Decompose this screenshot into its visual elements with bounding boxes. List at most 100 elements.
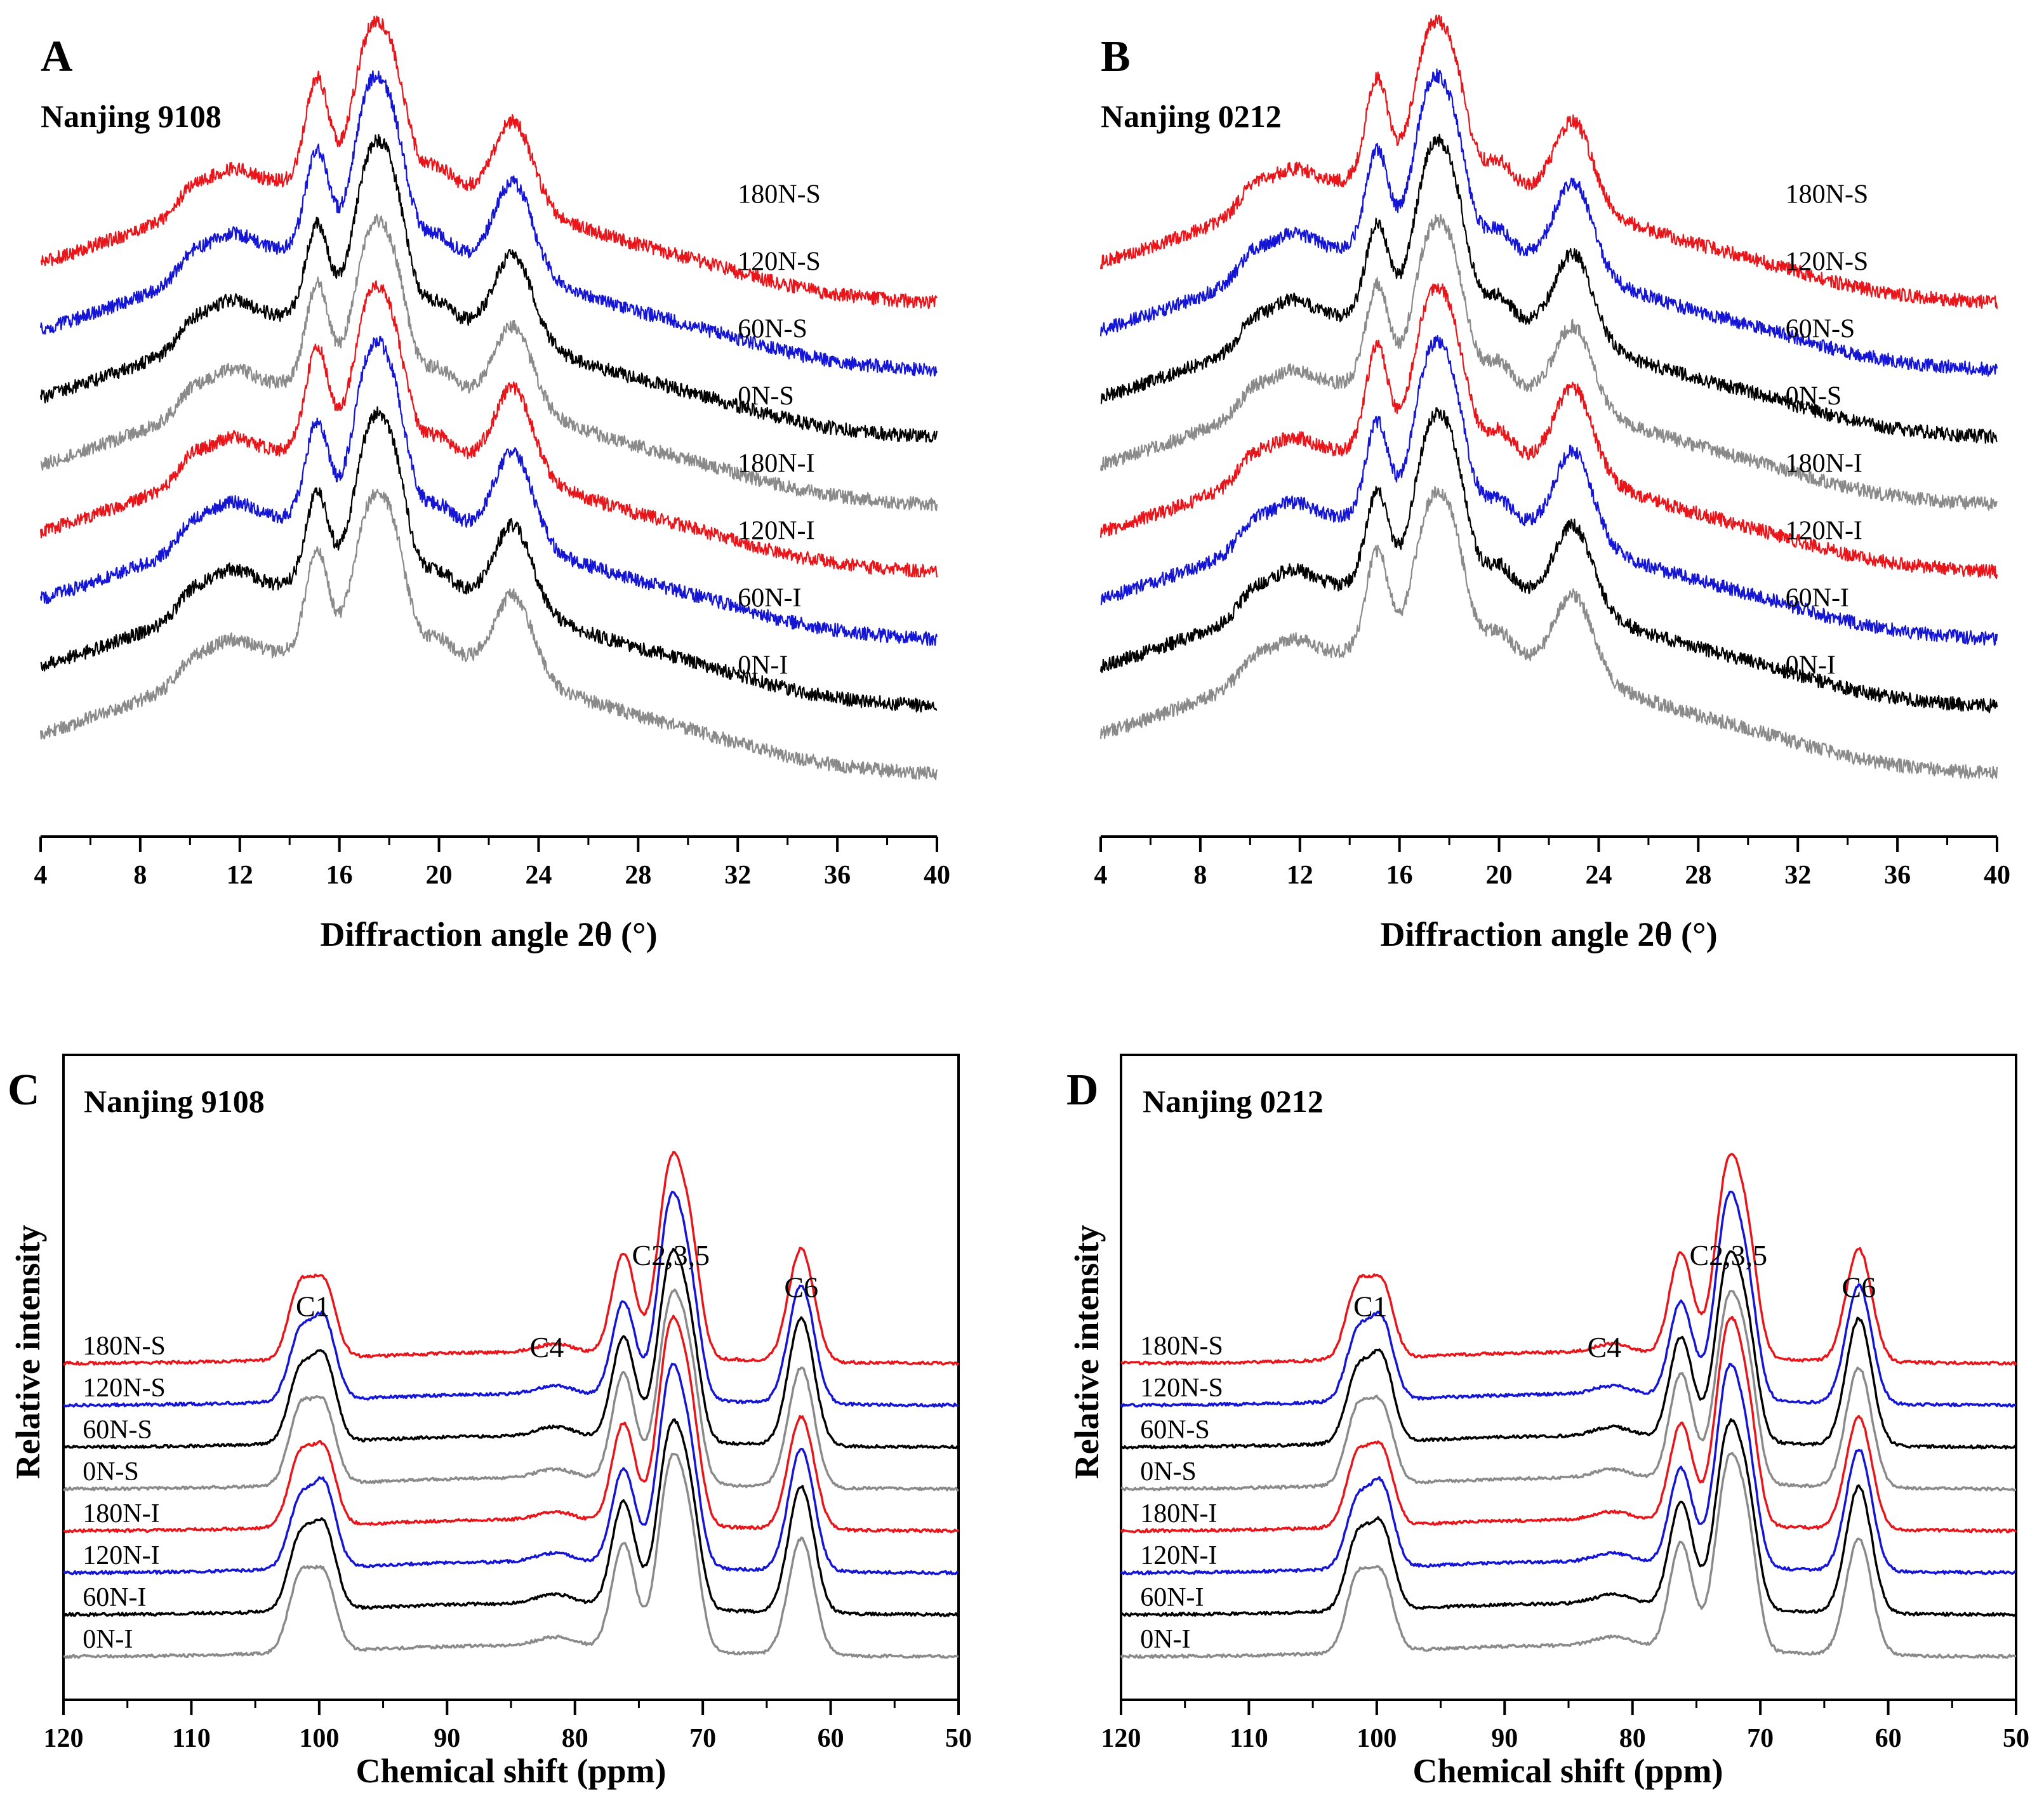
peak-annotation: C6 <box>784 1271 818 1304</box>
x-axis-label: Diffraction angle 2θ (°) <box>320 915 657 953</box>
series-line-180N-S <box>62 1151 960 1366</box>
series-label: 0N-S <box>1786 382 1842 411</box>
series-label: 60N-I <box>1786 584 1849 613</box>
series-line-120N-S <box>63 1190 959 1408</box>
chart-panel-B: 4 8 12 16 20 24 28 32 36 40 180N-S 120N-S 60N-S 0N-S 1… <box>1094 14 2010 953</box>
series-line-180N-S <box>1120 1153 2017 1366</box>
series-label: 60N-I <box>83 1583 146 1612</box>
x-axis-label: Chemical shift (ppm) <box>1413 1752 1723 1790</box>
series-label: 60N-S <box>738 315 807 344</box>
series-label: 180N-I <box>83 1499 159 1528</box>
chart-panel-A: 4 8 12 16 20 24 28 32 36 40 180N-S 120N-S 60N-S 0N-S 1… <box>34 15 950 953</box>
x-tick-label: 40 <box>924 861 950 890</box>
y-axis-label: Relative intensity <box>9 1225 47 1479</box>
series-label: 120N-S <box>1786 248 1869 277</box>
x-tick-label: 12 <box>1287 861 1313 890</box>
series-line-60N-I <box>40 406 938 713</box>
x-tick-label: 120 <box>44 1724 84 1753</box>
x-tick-label: 24 <box>525 861 552 890</box>
series-label: 0N-I <box>1140 1625 1190 1654</box>
panel-letter: D <box>1066 1066 1099 1115</box>
peak-annotation: C2,3,5 <box>1689 1239 1767 1271</box>
series-label: 120N-S <box>83 1374 166 1403</box>
series-line-0N-I <box>63 1452 959 1659</box>
series-line-120N-I <box>1100 335 1998 646</box>
series-label: 0N-S <box>1140 1457 1197 1487</box>
panel-letter: A <box>41 32 73 81</box>
x-tick-label: 32 <box>1784 861 1811 890</box>
x-tick-label: 100 <box>1357 1724 1397 1753</box>
peak-annotation: C1 <box>1353 1290 1388 1322</box>
series-label: 120N-S <box>1140 1374 1223 1403</box>
x-tick-label: 28 <box>625 861 651 890</box>
peak-annotation: C6 <box>1842 1271 1876 1304</box>
x-tick-label: 4 <box>1094 861 1108 890</box>
series-line-120N-S <box>39 70 938 377</box>
series-line-60N-S <box>1120 1250 2017 1450</box>
series-label: 0N-S <box>83 1457 139 1487</box>
x-tick-label: 60 <box>1875 1724 1902 1753</box>
series-line-120N-I <box>1120 1363 2017 1575</box>
series-label: 0N-I <box>83 1625 133 1654</box>
series-line-60N-S <box>39 133 938 443</box>
x-tick-label: 20 <box>1486 861 1513 890</box>
x-tick-label: 8 <box>133 861 147 890</box>
series-label: 60N-S <box>1140 1415 1210 1445</box>
series-line-180N-S <box>1099 14 1998 309</box>
series-label: 60N-I <box>1140 1583 1204 1612</box>
x-tick-label: 80 <box>1619 1724 1646 1753</box>
x-tick-label: 80 <box>562 1724 588 1753</box>
x-tick-label: 110 <box>172 1724 211 1753</box>
series-label: 180N-S <box>83 1332 166 1361</box>
series-line-180N-I <box>1120 1315 2017 1534</box>
x-tick-label: 24 <box>1585 861 1612 890</box>
series-label: 120N-I <box>83 1541 159 1570</box>
series-line-0N-S <box>1099 214 1998 511</box>
series-line-0N-I <box>1099 486 1998 779</box>
series-line-60N-S <box>1100 133 1998 444</box>
panel-title: Nanjing 0212 <box>1101 98 1282 134</box>
x-tick-label: 16 <box>326 861 353 890</box>
panel-title: Nanjing 0212 <box>1143 1083 1324 1119</box>
x-tick-label: 8 <box>1193 861 1207 890</box>
series-line-180N-S <box>40 15 938 309</box>
series-label: 60N-S <box>83 1415 152 1445</box>
x-axis-label: Diffraction angle 2θ (°) <box>1380 915 1717 953</box>
series-line-180N-I <box>39 280 938 578</box>
panel-title: Nanjing 9108 <box>84 1083 265 1119</box>
x-tick-label: 36 <box>824 861 851 890</box>
series-label: 0N-I <box>738 651 788 680</box>
series-label: 120N-I <box>738 517 814 546</box>
series-line-0N-S <box>1120 1290 2017 1492</box>
peak-annotation: C4 <box>1588 1331 1622 1363</box>
peak-annotation: C1 <box>296 1290 330 1322</box>
peak-annotation: C4 <box>530 1331 564 1363</box>
series-label: 180N-S <box>1786 180 1869 209</box>
chart-panel-D: 120 110 100 90 80 70 60 50 180N-S 120N-S 60N-S 0N-S… <box>1066 1054 2029 1790</box>
x-tick-label: 20 <box>426 861 453 890</box>
x-tick-label: 100 <box>299 1724 339 1753</box>
x-tick-label: 50 <box>945 1724 972 1753</box>
panel-letter: C <box>8 1066 40 1115</box>
series-label: 60N-S <box>1786 315 1855 344</box>
y-axis-label: Relative intensity <box>1068 1225 1106 1479</box>
series-line-0N-S <box>40 213 938 512</box>
series-label: 180N-I <box>1140 1499 1217 1528</box>
x-tick-label: 36 <box>1884 861 1911 890</box>
series-label: 120N-I <box>1140 1541 1217 1570</box>
x-tick-label: 50 <box>2003 1724 2029 1753</box>
x-tick-label: 40 <box>1984 861 2010 890</box>
series-label: 180N-I <box>1786 449 1862 479</box>
series-line-0N-I <box>1120 1452 2017 1659</box>
series-line-0N-S <box>62 1289 959 1492</box>
series-line-180N-I <box>1099 283 1998 580</box>
series-label: 180N-S <box>738 180 821 209</box>
x-tick-label: 12 <box>227 861 253 890</box>
x-axis-label: Chemical shift (ppm) <box>356 1752 667 1790</box>
series-label: 120N-S <box>738 248 821 277</box>
chart-panel-C: 120 110 100 90 80 70 60 50 180N-S 120N-S 60N-S 0N-S… <box>8 1054 972 1790</box>
series-label: 0N-S <box>738 382 794 411</box>
series-label: 180N-S <box>1140 1332 1223 1361</box>
series-line-180N-I <box>63 1315 960 1534</box>
